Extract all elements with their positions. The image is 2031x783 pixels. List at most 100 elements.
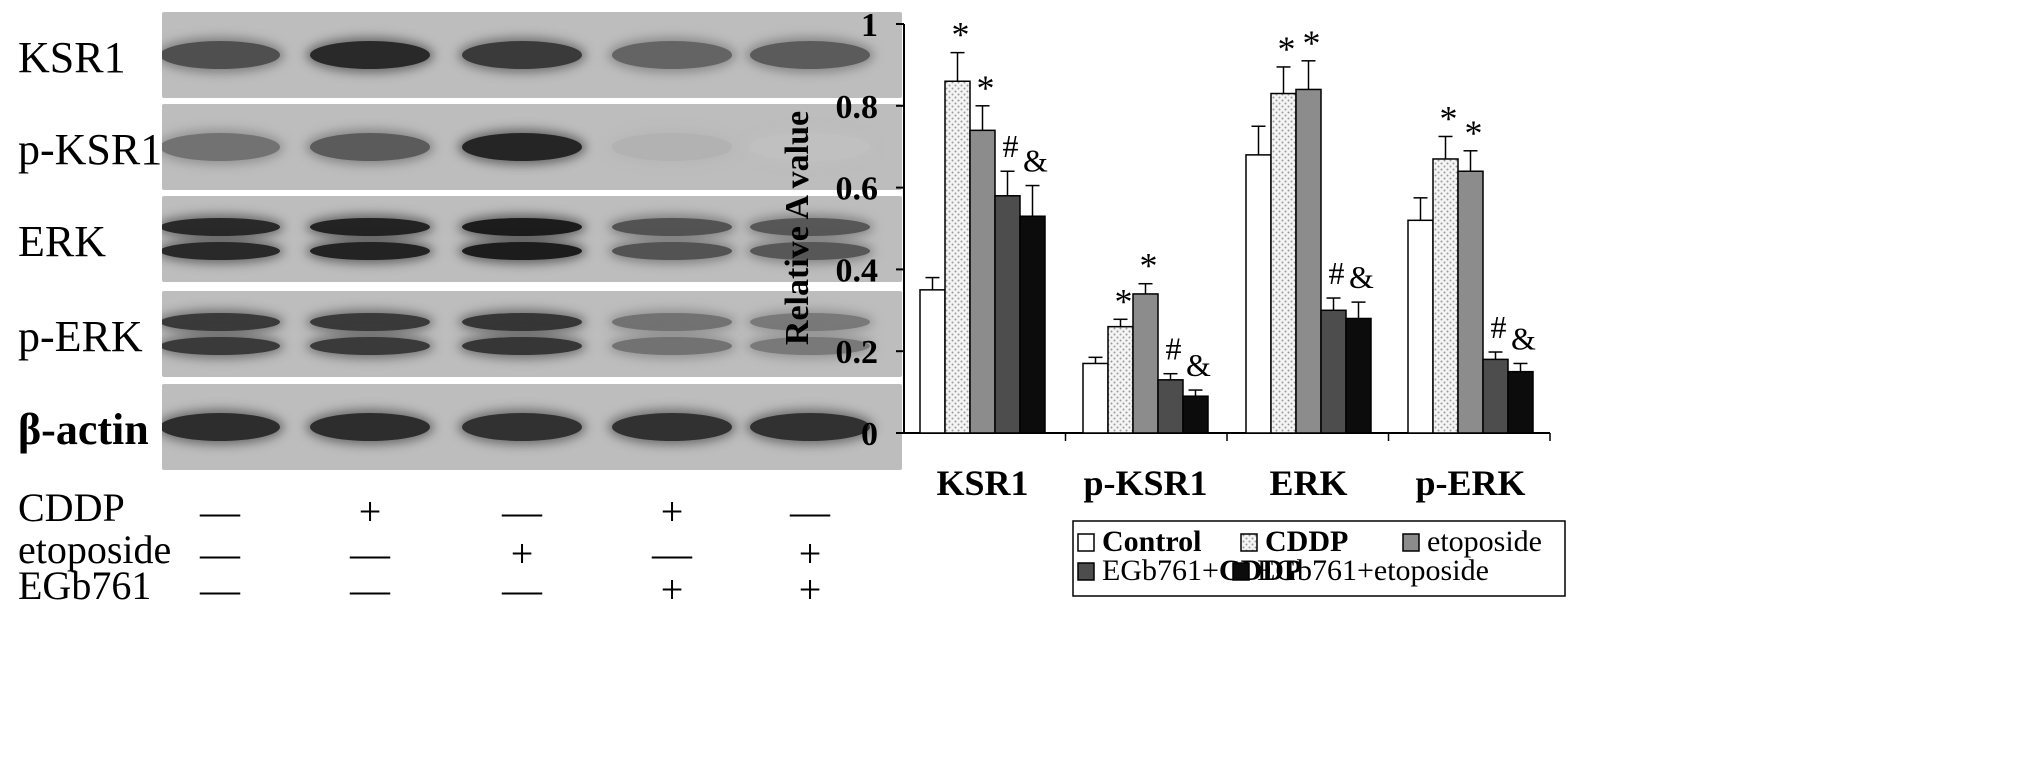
significance-mark: & — [1511, 320, 1536, 356]
significance-mark: & — [1186, 347, 1211, 383]
blot-band — [612, 337, 732, 355]
blot-band — [310, 218, 430, 236]
bar — [944, 80, 971, 434]
minus-mark: — — [502, 567, 542, 612]
x-tick-label: KSR1 — [936, 463, 1028, 503]
bar — [1482, 358, 1509, 434]
bar — [1295, 88, 1322, 434]
treatment-label: etoposide — [18, 527, 172, 572]
x-tick-label: p-ERK — [1415, 463, 1525, 503]
legend-swatch — [1077, 533, 1095, 552]
blot-band — [612, 313, 732, 331]
blot-band — [462, 218, 582, 236]
blot-band — [310, 133, 430, 161]
bar — [1320, 309, 1347, 434]
y-tick-label: 0.8 — [836, 89, 879, 126]
bar — [994, 195, 1021, 434]
plus-mark: + — [358, 489, 382, 534]
bar — [1019, 215, 1046, 434]
blot-band — [750, 337, 870, 355]
significance-mark: * — [1440, 98, 1458, 138]
blot-band — [462, 242, 582, 260]
bar — [1407, 219, 1434, 434]
significance-mark: * — [1278, 29, 1296, 69]
blot-strip — [162, 12, 902, 98]
legend-swatch — [1077, 562, 1095, 581]
blot-strip — [162, 196, 902, 282]
blot-band — [612, 41, 732, 69]
bar — [1432, 158, 1459, 434]
significance-mark: * — [1465, 113, 1483, 153]
bar — [1132, 293, 1159, 434]
significance-mark: * — [1140, 246, 1158, 286]
significance-mark: # — [1329, 255, 1345, 291]
y-axis-label: Relative A value — [779, 111, 816, 345]
bar — [1107, 325, 1134, 434]
bar — [1182, 395, 1209, 434]
significance-mark: * — [1303, 23, 1321, 63]
legend-box — [1072, 520, 1566, 597]
significance-mark: # — [1166, 331, 1182, 367]
blot-band — [162, 242, 280, 260]
plus-mark: + — [660, 567, 684, 612]
blot-band — [310, 41, 430, 69]
bar — [919, 289, 946, 434]
blot-band — [310, 313, 430, 331]
significance-mark: # — [1003, 128, 1019, 164]
blot-band — [162, 337, 280, 355]
significance-mark: * — [952, 15, 970, 55]
blot-band — [162, 133, 280, 161]
bar — [1157, 379, 1184, 434]
legend-swatch — [1232, 562, 1250, 581]
blot-band — [612, 218, 732, 236]
y-tick-label: 1 — [861, 7, 878, 44]
significance-mark: * — [977, 68, 995, 108]
legend-label: etoposide — [1427, 525, 1542, 558]
legend-label: EGb761+etoposide — [1257, 554, 1489, 587]
protein-label: p-KSR1 — [18, 125, 163, 174]
bar — [1507, 370, 1534, 434]
plus-mark: + — [660, 489, 684, 534]
blot-strip — [162, 384, 902, 470]
minus-mark: — — [502, 489, 542, 534]
significance-mark: & — [1349, 259, 1374, 295]
legend-swatch — [1240, 533, 1258, 552]
x-tick-label: ERK — [1269, 463, 1347, 503]
blot-band — [462, 413, 582, 441]
bar — [1245, 154, 1272, 434]
treatment-label: EGb761 — [18, 563, 152, 608]
blot-band — [310, 337, 430, 355]
blot-band — [612, 133, 732, 161]
y-tick-label: 0.6 — [836, 171, 879, 208]
protein-label: KSR1 — [18, 33, 126, 82]
treatment-label: CDDP — [18, 485, 125, 530]
minus-mark: — — [200, 489, 240, 534]
significance-mark: # — [1491, 309, 1507, 345]
significance-mark: & — [1023, 143, 1048, 179]
minus-mark: — — [200, 531, 240, 576]
significance-mark: * — [1115, 281, 1133, 321]
blot-band — [612, 242, 732, 260]
blot-band — [612, 413, 732, 441]
minus-mark: — — [200, 567, 240, 612]
plus-mark: + — [798, 567, 822, 612]
minus-mark: — — [652, 531, 692, 576]
blot-band — [310, 413, 430, 441]
blot-band — [462, 313, 582, 331]
bar — [1270, 92, 1297, 434]
blot-band — [310, 242, 430, 260]
protein-label: p-ERK — [18, 312, 143, 361]
bar — [969, 129, 996, 434]
blot-band — [750, 41, 870, 69]
bar — [1345, 317, 1372, 434]
y-tick-label: 0 — [861, 416, 878, 453]
blot-band — [462, 337, 582, 355]
bar — [1457, 170, 1484, 434]
blot-band — [462, 133, 582, 161]
western-blot-panel: KSR1 p-KSR1 ERK p-ERK β-actin CDDP — + — + — etopos… — [0, 0, 960, 783]
blot-band — [162, 313, 280, 331]
x-tick-label: p-KSR1 — [1083, 463, 1207, 503]
bar — [1082, 362, 1109, 434]
blot-strip — [162, 104, 902, 190]
